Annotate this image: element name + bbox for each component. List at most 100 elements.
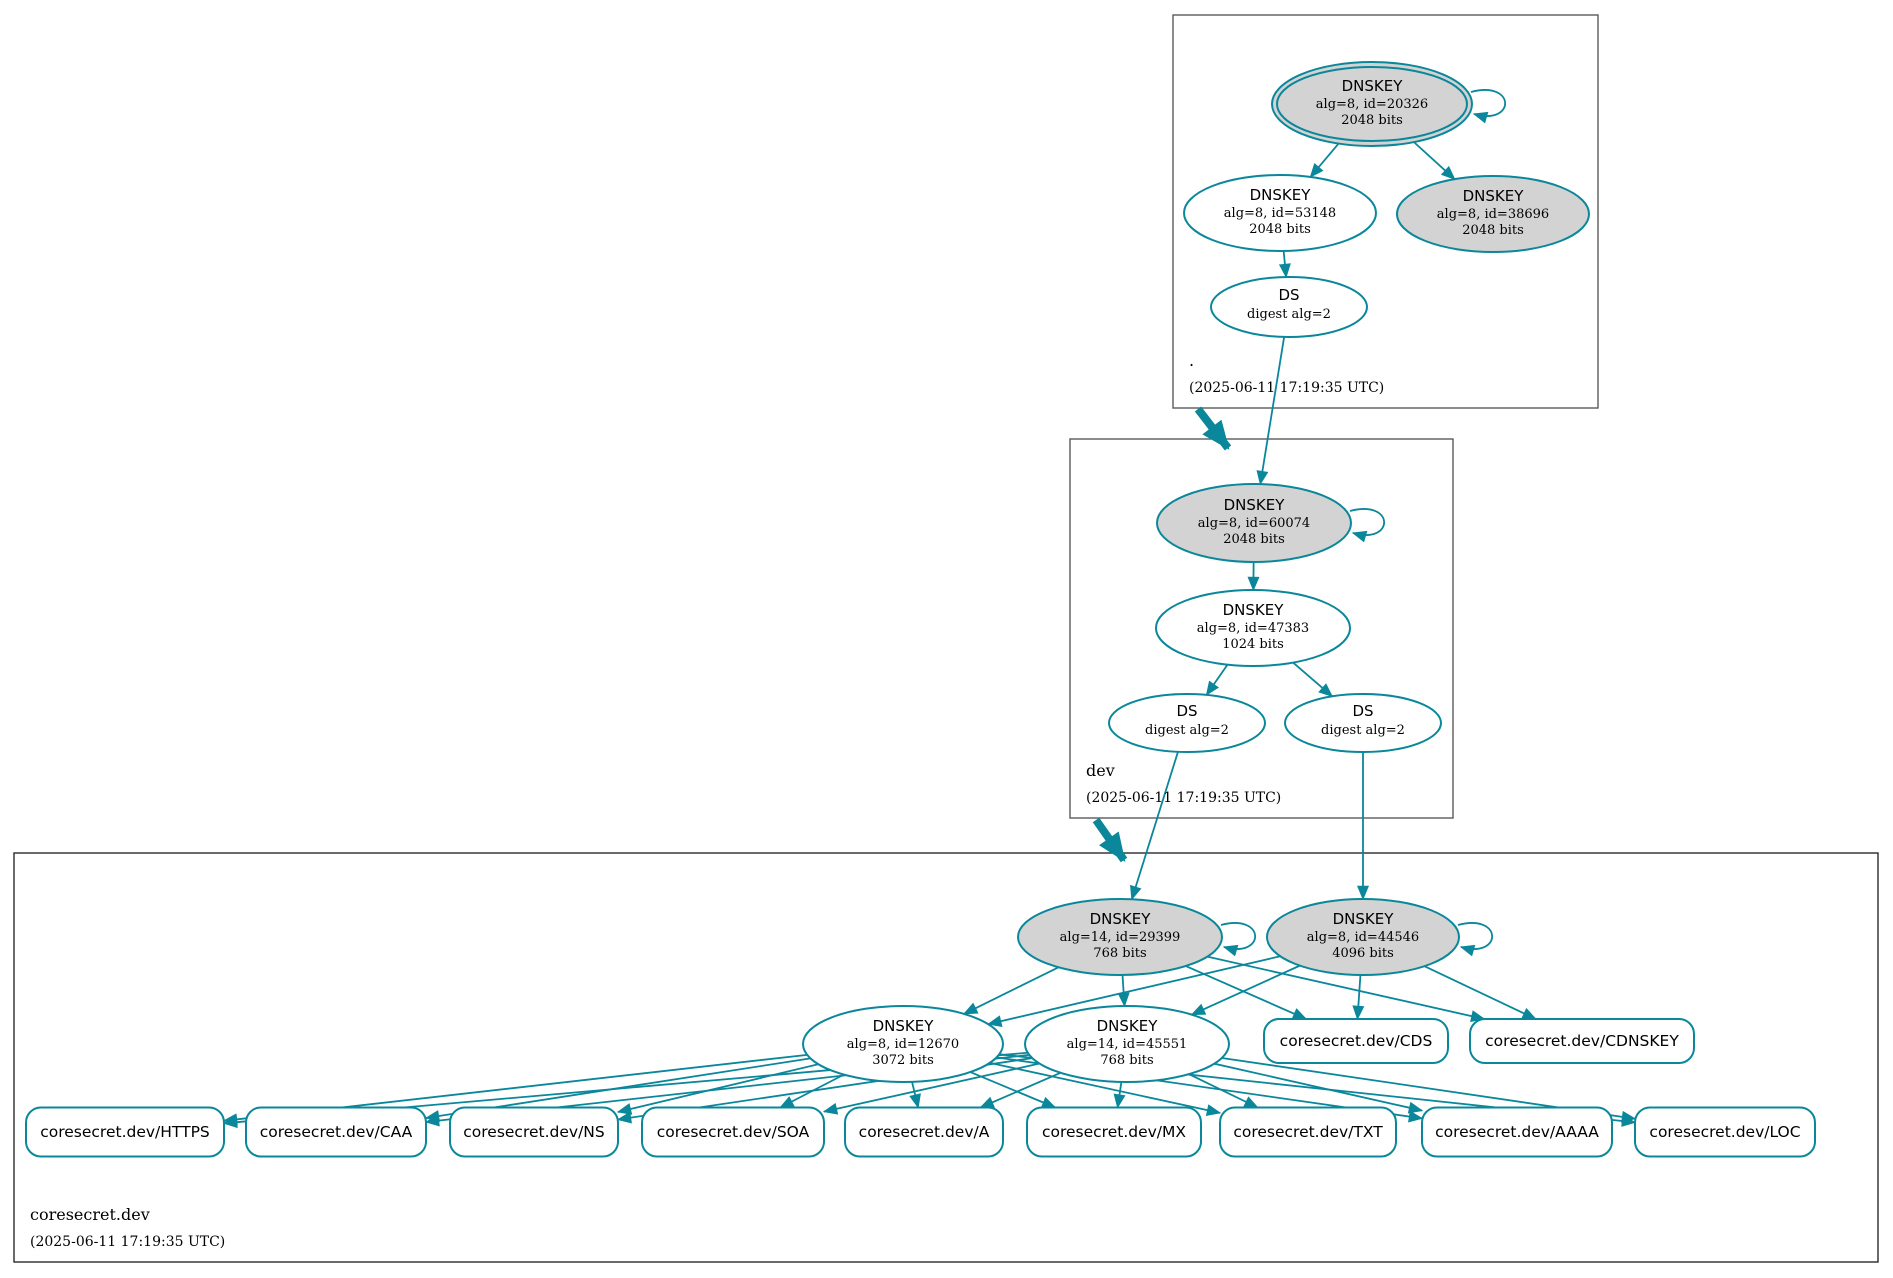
edge-cs-ksk-44546-to-cs-cdnskey xyxy=(1424,965,1537,1020)
node-dev-ds-2-line-0: DS xyxy=(1352,702,1373,720)
node-cs-rr-loc-label: coresecret.dev/LOC xyxy=(1649,1123,1800,1141)
edge-cs-zsk-45551-to-cs-rr-a xyxy=(979,1071,1061,1109)
edge-root-ds-to-dev-ksk-60074 xyxy=(1256,336,1286,486)
zone-timestamp-root: (2025-06-11 17:19:35 UTC) xyxy=(1189,380,1384,396)
selfloop-root-ksk-20326 xyxy=(1470,89,1507,124)
zone-label-dev: dev xyxy=(1086,761,1115,780)
edge-cs-zsk-45551-to-cs-rr-mx xyxy=(1113,1081,1126,1109)
node-cs-zsk-45551-line-0: DNSKEY xyxy=(1097,1017,1159,1035)
node-cs-rr-aaaa-label: coresecret.dev/AAAA xyxy=(1435,1123,1599,1141)
zone-timestamp-dev: (2025-06-11 17:19:35 UTC) xyxy=(1086,790,1281,806)
node-dev-ksk-60074-line-0: DNSKEY xyxy=(1224,496,1286,514)
node-cs-rr-soa-label: coresecret.dev/SOA xyxy=(657,1123,810,1141)
zone-timestamp-coresecret: (2025-06-11 17:19:35 UTC) xyxy=(30,1234,225,1250)
node-dev-ksk-60074-line-2: 2048 bits xyxy=(1223,532,1285,547)
edge-cs-zsk-45551-to-cs-rr-txt xyxy=(1188,1073,1259,1109)
node-cs-zsk-45551-line-2: 768 bits xyxy=(1100,1053,1153,1068)
edge-cs-ksk-29399-to-cs-cds xyxy=(1185,965,1308,1020)
node-root-ds-line-1: digest alg=2 xyxy=(1247,307,1331,322)
edge-root-ksk-20326-to-root-ksk-38696 xyxy=(1413,141,1456,180)
edge-cs-ksk-44546-to-cs-zsk-45551 xyxy=(1190,964,1301,1016)
node-root-zsk-53148-line-1: alg=8, id=53148 xyxy=(1224,206,1336,221)
node-root-ksk-38696-line-2: 2048 bits xyxy=(1462,223,1524,238)
node-dev-zsk-47383-line-1: alg=8, id=47383 xyxy=(1197,621,1309,636)
edge-cs-ksk-29399-to-cs-cdnskey xyxy=(1207,955,1486,1022)
edge-cs-zsk-12670-to-cs-rr-mx xyxy=(970,1071,1057,1109)
node-root-ds-line-0: DS xyxy=(1278,286,1299,304)
delegation-arrow-dev-to-coresecret xyxy=(1092,817,1128,863)
node-root-ksk-20326-line-2: 2048 bits xyxy=(1341,113,1403,128)
edge-dev-ds-1-to-cs-ksk-29399 xyxy=(1130,751,1179,901)
node-cs-ksk-29399-line-2: 768 bits xyxy=(1093,946,1146,961)
node-cs-rr-https[interactable]: coresecret.dev/HTTPS xyxy=(25,1106,225,1158)
node-root-ds[interactable]: DS digest alg=2 xyxy=(1210,276,1368,338)
node-cs-rr-caa-label: coresecret.dev/CAA xyxy=(260,1123,413,1141)
node-cs-ksk-44546-line-1: alg=8, id=44546 xyxy=(1307,930,1419,945)
edge-root-ksk-20326-to-root-zsk-53148 xyxy=(1309,143,1340,178)
node-cs-rr-caa[interactable]: coresecret.dev/CAA xyxy=(245,1106,427,1158)
node-cs-rr-ns-label: coresecret.dev/NS xyxy=(463,1123,604,1141)
node-cs-rr-a-label: coresecret.dev/A xyxy=(859,1123,990,1141)
node-dev-zsk-47383-line-2: 1024 bits xyxy=(1222,637,1284,652)
node-cs-zsk-12670-line-2: 3072 bits xyxy=(872,1053,934,1068)
edge-cs-zsk-45551-to-cs-rr-soa xyxy=(822,1062,1040,1115)
node-cs-rr-txt[interactable]: coresecret.dev/TXT xyxy=(1219,1106,1397,1158)
zone-box-root xyxy=(1172,14,1599,409)
edge-cs-zsk-12670-to-cs-rr-ns xyxy=(616,1063,819,1115)
node-cs-cdnskey[interactable]: coresecret.dev/CDNSKEY xyxy=(1469,1018,1695,1064)
node-cs-rr-mx[interactable]: coresecret.dev/MX xyxy=(1026,1106,1202,1158)
node-cs-rr-soa[interactable]: coresecret.dev/SOA xyxy=(641,1106,825,1158)
node-dev-ds-2[interactable]: DS digest alg=2 xyxy=(1284,693,1442,753)
node-cs-ksk-44546-line-2: 4096 bits xyxy=(1332,946,1394,961)
selfloop-cs-ksk-29399 xyxy=(1220,922,1257,957)
edge-cs-zsk-45551-to-cs-rr-aaaa xyxy=(1214,1062,1424,1114)
node-cs-cdnskey-label: coresecret.dev/CDNSKEY xyxy=(1485,1032,1679,1050)
node-dev-ds-1-line-0: DS xyxy=(1176,702,1197,720)
zone-box-dev xyxy=(1069,438,1454,819)
node-cs-cds[interactable]: coresecret.dev/CDS xyxy=(1263,1018,1449,1064)
node-cs-zsk-12670-line-1: alg=8, id=12670 xyxy=(847,1037,959,1052)
edge-cs-ksk-29399-to-cs-zsk-12670 xyxy=(962,966,1059,1015)
zone-label-root: . xyxy=(1189,351,1194,370)
node-dev-ds-1[interactable]: DS digest alg=2 xyxy=(1108,693,1266,753)
node-cs-rr-ns[interactable]: coresecret.dev/NS xyxy=(449,1106,619,1158)
node-root-ksk-38696-line-0: DNSKEY xyxy=(1463,187,1525,205)
node-cs-cds-label: coresecret.dev/CDS xyxy=(1280,1032,1433,1050)
node-dev-ds-1-line-1: digest alg=2 xyxy=(1145,723,1229,738)
node-cs-zsk-12670-line-0: DNSKEY xyxy=(873,1017,935,1035)
edge-cs-zsk-12670-to-cs-rr-txt xyxy=(989,1061,1222,1116)
node-cs-rr-txt-label: coresecret.dev/TXT xyxy=(1233,1123,1383,1141)
node-root-ksk-20326-line-0: DNSKEY xyxy=(1342,77,1404,95)
edge-cs-zsk-12670-to-cs-rr-a xyxy=(909,1081,921,1109)
node-root-zsk-53148-line-2: 2048 bits xyxy=(1249,222,1311,237)
node-root-ksk-20326-line-1: alg=8, id=20326 xyxy=(1316,97,1428,112)
node-root-zsk-53148-line-0: DNSKEY xyxy=(1250,186,1312,204)
node-cs-rr-a[interactable]: coresecret.dev/A xyxy=(844,1106,1004,1158)
selfloop-cs-ksk-44546 xyxy=(1457,922,1494,957)
edge-root-zsk-53148-to-root-ds xyxy=(1278,250,1291,279)
node-cs-rr-https-label: coresecret.dev/HTTPS xyxy=(40,1123,210,1141)
zone-box-coresecret xyxy=(13,852,1879,1263)
edge-cs-ksk-29399-to-cs-zsk-45551 xyxy=(1117,974,1130,1008)
node-cs-rr-loc[interactable]: coresecret.dev/LOC xyxy=(1634,1106,1816,1158)
node-cs-ksk-29399-line-1: alg=14, id=29399 xyxy=(1060,930,1181,945)
node-cs-ksk-44546-line-0: DNSKEY xyxy=(1333,910,1395,928)
zone-label-coresecret: coresecret.dev xyxy=(30,1205,150,1224)
selfloop-dev-ksk-60074 xyxy=(1349,508,1386,543)
node-cs-ksk-29399-line-0: DNSKEY xyxy=(1090,910,1152,928)
edge-dev-zsk-47383-to-dev-ds-2 xyxy=(1292,661,1334,698)
edge-dev-zsk-47383-to-dev-ds-1 xyxy=(1205,664,1229,696)
node-root-ksk-38696-line-1: alg=8, id=38696 xyxy=(1437,207,1549,222)
node-cs-rr-aaaa[interactable]: coresecret.dev/AAAA xyxy=(1421,1106,1613,1158)
